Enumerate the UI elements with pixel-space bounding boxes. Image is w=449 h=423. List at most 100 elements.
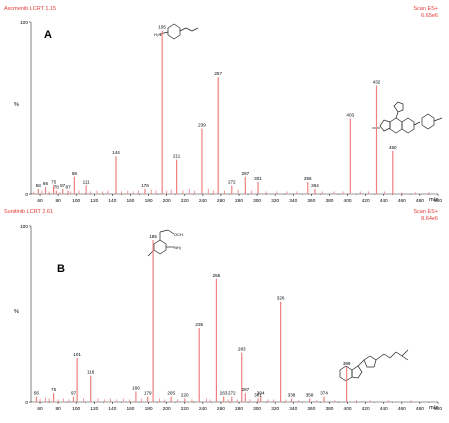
peak-label: 358 [306, 392, 314, 397]
x-tick-label: 60 [37, 198, 43, 204]
y-tick-label: 100 [20, 224, 28, 230]
scan-intensity: 8.64e6 [421, 216, 438, 222]
peak-label: 166 [132, 385, 140, 390]
x-tick-label: 480 [416, 406, 424, 412]
x-tick-label: 300 [253, 406, 261, 412]
x-tick-label: 320 [271, 406, 279, 412]
peak-label: 403 [346, 112, 354, 117]
x-tick-label: 200 [163, 406, 171, 412]
peak-label: 97 [71, 391, 77, 396]
chart-title: Sunitinib LCRT 2.61 [4, 209, 53, 215]
peak-label: 236 [195, 322, 203, 327]
panel-letter: B [57, 263, 65, 275]
panel-letter: A [44, 29, 52, 41]
peak-label: 211 [173, 154, 181, 159]
peak-label: 101 [73, 352, 81, 357]
peak-label: 239 [198, 123, 206, 128]
y-axis-label: % [14, 102, 19, 108]
peak-label: 116 [87, 370, 95, 375]
peak-label: 220 [181, 392, 189, 397]
x-tick-label: 500 [434, 198, 442, 204]
peak-label: 287 [242, 171, 250, 176]
x-tick-label: 360 [307, 198, 315, 204]
x-tick-label: 440 [380, 198, 388, 204]
scan-label: Scan ES+ [413, 209, 438, 215]
peak-label: 326 [277, 296, 285, 301]
peak-label: 66 [43, 181, 49, 186]
x-tick-label: 140 [108, 406, 116, 412]
peak-label: 87 [60, 183, 66, 188]
peak-label: 179 [144, 391, 152, 396]
x-tick-label: 380 [325, 406, 333, 412]
peak-label: 176 [141, 183, 149, 188]
peak-label: 257 [214, 71, 222, 76]
x-tick-label: 140 [108, 198, 116, 204]
svg-text:NH₂: NH₂ [174, 245, 182, 250]
peak-label: 111 [83, 179, 90, 184]
x-tick-label: 160 [126, 198, 134, 204]
molecule-structure-fragment-185: OCH NH₂ [147, 229, 183, 257]
peak-label: 301 [254, 392, 262, 397]
scan-label: Scan ES+ [413, 6, 438, 12]
x-tick-label: 480 [416, 198, 424, 204]
molecule-structure-parent-sunitinib [339, 349, 409, 382]
peak-label: 304 [257, 391, 265, 396]
peak-label: 338 [288, 392, 296, 397]
peak-label: 75 [51, 387, 57, 392]
peak-label: 195 [158, 25, 166, 30]
x-tick-label: 80 [55, 406, 61, 412]
x-tick-label: 60 [37, 406, 43, 412]
peak-label: 283 [238, 347, 246, 352]
x-tick-label: 340 [289, 406, 297, 412]
molecule-structure-parent-axcmenib [372, 101, 443, 134]
x-tick-label: 220 [181, 198, 189, 204]
peak-label: 78 [54, 185, 60, 190]
peak-label: 364 [311, 183, 319, 188]
x-tick-label: 260 [217, 406, 225, 412]
x-tick-label: 80 [55, 198, 61, 204]
svg-text:H₂N: H₂N [154, 32, 161, 37]
x-tick-label: 380 [325, 198, 333, 204]
x-tick-label: 420 [362, 198, 370, 204]
x-tick-label: 200 [163, 198, 171, 204]
x-tick-label: 280 [235, 198, 243, 204]
peak-label: 399 [343, 361, 351, 366]
peak-label: 56 [34, 391, 40, 396]
svg-text:OCH: OCH [174, 232, 183, 237]
x-tick-label: 260 [217, 198, 225, 204]
spectrum-panel-a: Axcmenib LCRT 1.15 Scan ES+ 6.65e6 A % m… [4, 6, 442, 204]
peak-label: 301 [254, 176, 262, 181]
peak-label: 205 [167, 391, 175, 396]
spectrum-panel-b: Sunitinib LCRT 2.61 Scan ES+ 8.64e6 B % … [4, 209, 442, 412]
peak-label: 98 [72, 171, 78, 176]
x-tick-label: 400 [344, 198, 352, 204]
peak-label: 263 [220, 391, 228, 396]
peak-label: 272 [228, 391, 236, 396]
peak-label: 272 [228, 179, 236, 184]
x-tick-label: 240 [199, 198, 207, 204]
peak-label: 185 [149, 234, 157, 239]
x-tick-label: 180 [145, 406, 153, 412]
x-axis-label: m/z [429, 197, 438, 203]
x-tick-label: 360 [307, 406, 315, 412]
x-tick-label: 320 [271, 198, 279, 204]
peak-label: 87 [66, 185, 72, 190]
peak-label: 432 [373, 80, 381, 85]
x-tick-label: 240 [199, 406, 207, 412]
x-tick-label: 280 [235, 406, 243, 412]
peak-label: 255 [213, 273, 221, 278]
x-tick-label: 440 [380, 406, 388, 412]
x-axis-label: m/z [429, 405, 438, 411]
x-tick-label: 460 [398, 406, 406, 412]
x-tick-label: 300 [253, 198, 261, 204]
x-tick-label: 420 [362, 406, 370, 412]
x-tick-label: 220 [181, 406, 189, 412]
peak-label: 58 [36, 183, 42, 188]
x-tick-label: 460 [398, 198, 406, 204]
x-tick-label: 400 [344, 406, 352, 412]
x-tick-label: 100 [72, 406, 80, 412]
x-tick-label: 120 [90, 198, 98, 204]
x-tick-label: 180 [145, 198, 153, 204]
